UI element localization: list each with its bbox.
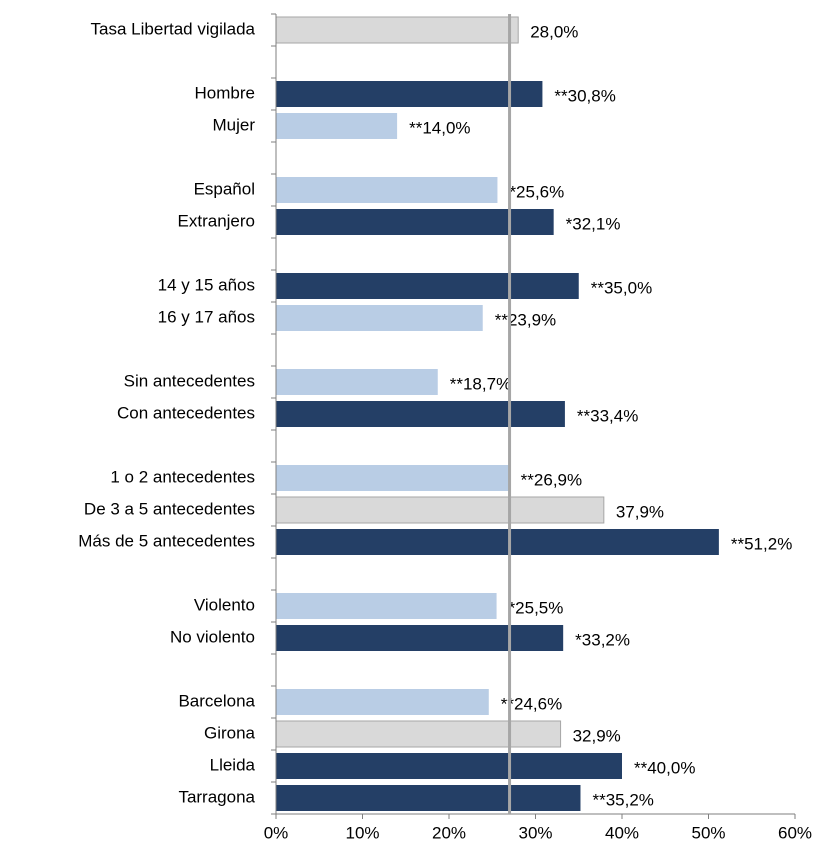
value-label: **30,8%: [554, 86, 615, 105]
bar: [276, 81, 543, 107]
x-tick-label: 10%: [345, 823, 379, 842]
value-label: **26,9%: [521, 470, 582, 489]
bar: [276, 753, 622, 779]
category-label: Violento: [194, 595, 255, 614]
category-label: Lleida: [210, 755, 256, 774]
category-label: 16 y 17 años: [158, 307, 255, 326]
category-label: Con antecedentes: [117, 403, 255, 422]
value-label: 32,9%: [573, 726, 621, 745]
bar: [276, 401, 565, 427]
value-label: 37,9%: [616, 502, 664, 521]
value-label: **51,2%: [731, 534, 792, 553]
category-label: Español: [194, 179, 255, 198]
category-label: Tarragona: [178, 787, 255, 806]
value-label: **24,6%: [501, 694, 562, 713]
x-tick-label: 0%: [264, 823, 289, 842]
bar: [275, 496, 605, 524]
bar: [276, 177, 498, 203]
bar: [275, 16, 519, 44]
bar: [276, 529, 719, 555]
value-label: **35,2%: [592, 790, 653, 809]
bar: [276, 369, 438, 395]
value-label: *33,2%: [575, 630, 630, 649]
category-label: Tasa Libertad vigilada: [91, 19, 256, 38]
bar: [276, 625, 564, 651]
x-tick-label: 60%: [778, 823, 812, 842]
category-label: De 3 a 5 antecedentes: [84, 499, 255, 518]
value-label: *25,5%: [509, 598, 564, 617]
value-label: **35,0%: [591, 278, 652, 297]
category-label: No violento: [170, 627, 255, 646]
bar: [276, 689, 489, 715]
category-label: Girona: [204, 723, 256, 742]
bar: [276, 593, 497, 619]
category-label: Más de 5 antecedentes: [78, 531, 255, 550]
bar: [275, 720, 562, 748]
value-label: **14,0%: [409, 118, 470, 137]
category-label: 1 o 2 antecedentes: [110, 467, 255, 486]
value-label: *25,6%: [509, 182, 564, 201]
value-label: *32,1%: [566, 214, 621, 233]
value-label: **23,9%: [495, 310, 556, 329]
x-tick-label: 20%: [432, 823, 466, 842]
x-tick-label: 50%: [691, 823, 725, 842]
bar: [276, 113, 398, 139]
bar: [276, 465, 509, 491]
bar: [276, 785, 581, 811]
category-label: Sin antecedentes: [124, 371, 255, 390]
value-label: 28,0%: [530, 22, 578, 41]
category-label: 14 y 15 años: [158, 275, 255, 294]
bar: [276, 273, 579, 299]
value-label: **40,0%: [634, 758, 695, 777]
category-label: Hombre: [195, 83, 255, 102]
value-label: **33,4%: [577, 406, 638, 425]
x-tick-label: 30%: [518, 823, 552, 842]
bar: [276, 209, 554, 235]
category-label: Extranjero: [178, 211, 255, 230]
value-label: **18,7%: [450, 374, 511, 393]
category-label: Barcelona: [178, 691, 255, 710]
x-tick-label: 40%: [605, 823, 639, 842]
bar: [276, 305, 483, 331]
category-label: Mujer: [212, 115, 255, 134]
